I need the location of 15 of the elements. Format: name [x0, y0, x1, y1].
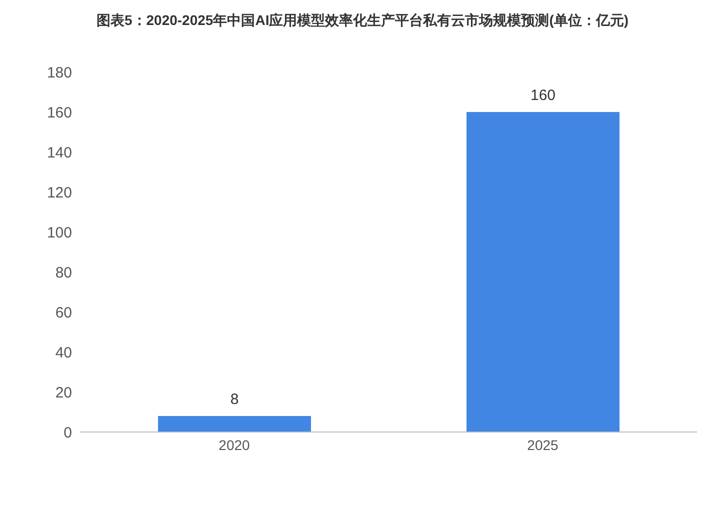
x-tick-label: 2020: [218, 436, 250, 453]
y-tick-label: 20: [55, 384, 72, 402]
chart-title: 图表5：2020-2025年中国AI应用模型效率化生产平台私有云市场规模预测(单位：亿元): [95, 11, 630, 30]
y-tick-label: 0: [64, 424, 72, 442]
y-tick-label: 160: [46, 104, 72, 122]
y-tick-label: 40: [55, 344, 72, 362]
y-tick-label: 180: [46, 64, 72, 82]
y-tick-label: 60: [55, 304, 72, 322]
y-tick-label: 120: [46, 184, 72, 202]
x-tick-label: 2025: [527, 436, 559, 453]
y-tick-label: 140: [46, 144, 72, 162]
data-label: 8: [230, 391, 239, 408]
data-label: 160: [530, 87, 556, 104]
y-tick-label: 80: [55, 264, 72, 282]
y-tick-label: 100: [46, 224, 72, 242]
